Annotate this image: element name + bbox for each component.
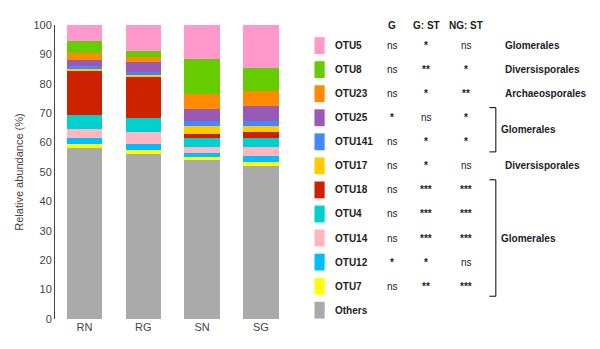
svg-text:ns: ns <box>461 160 472 171</box>
svg-text:ns: ns <box>387 64 398 75</box>
svg-text:60: 60 <box>40 136 52 148</box>
svg-text:ns: ns <box>461 40 472 51</box>
svg-text:OTU5: OTU5 <box>335 40 362 51</box>
svg-text:ns: ns <box>387 184 398 195</box>
svg-text:Relative abundance (%): Relative abundance (%) <box>13 113 25 230</box>
svg-text:OTU14: OTU14 <box>335 233 368 244</box>
svg-text:*: * <box>424 136 428 147</box>
svg-text:OTU18: OTU18 <box>335 184 368 195</box>
svg-text:G: ST: G: ST <box>413 20 440 31</box>
svg-text:SG: SG <box>253 321 269 333</box>
svg-text:*: * <box>464 112 468 123</box>
svg-text:***: *** <box>460 281 472 292</box>
svg-text:ns: ns <box>387 136 398 147</box>
svg-text:Glomerales: Glomerales <box>501 233 556 244</box>
svg-text:RG: RG <box>135 321 152 333</box>
svg-text:Diversisporales: Diversisporales <box>505 160 580 171</box>
svg-text:OTU141: OTU141 <box>335 136 373 147</box>
svg-text:Glomerales: Glomerales <box>505 40 560 51</box>
svg-text:*: * <box>464 136 468 147</box>
svg-text:*: * <box>424 257 428 268</box>
svg-text:ns: ns <box>387 233 398 244</box>
svg-text:***: *** <box>420 233 432 244</box>
svg-text:**: ** <box>422 281 430 292</box>
svg-text:ns: ns <box>387 281 398 292</box>
svg-text:ns: ns <box>387 40 398 51</box>
svg-text:80: 80 <box>40 78 52 90</box>
svg-text:40: 40 <box>40 195 52 207</box>
svg-text:20: 20 <box>40 254 52 266</box>
svg-text:RN: RN <box>76 321 92 333</box>
svg-text:OTU23: OTU23 <box>335 88 368 99</box>
svg-text:***: *** <box>420 184 432 195</box>
svg-text:*: * <box>390 112 394 123</box>
svg-text:***: *** <box>460 233 472 244</box>
svg-text:*: * <box>464 64 468 75</box>
svg-text:Diversisporales: Diversisporales <box>505 64 580 75</box>
svg-text:***: *** <box>460 184 472 195</box>
svg-text:ns: ns <box>421 112 432 123</box>
svg-text:ns: ns <box>387 208 398 219</box>
svg-text:ns: ns <box>461 257 472 268</box>
svg-text:*: * <box>424 40 428 51</box>
svg-text:OTU4: OTU4 <box>335 208 362 219</box>
svg-text:*: * <box>424 160 428 171</box>
svg-text:*: * <box>390 257 394 268</box>
svg-text:*: * <box>424 88 428 99</box>
svg-text:***: *** <box>460 208 472 219</box>
svg-text:30: 30 <box>40 225 52 237</box>
svg-text:**: ** <box>462 88 470 99</box>
svg-text:70: 70 <box>40 107 52 119</box>
svg-text:Archaeosporales: Archaeosporales <box>505 88 587 99</box>
svg-text:OTU25: OTU25 <box>335 112 368 123</box>
svg-text:OTU8: OTU8 <box>335 64 362 75</box>
svg-text:Others: Others <box>335 305 368 316</box>
svg-text:G: G <box>388 20 396 31</box>
svg-text:OTU12: OTU12 <box>335 257 368 268</box>
svg-text:ns: ns <box>387 88 398 99</box>
svg-text:50: 50 <box>40 166 52 178</box>
svg-text:Glomerales: Glomerales <box>501 124 556 135</box>
svg-text:ns: ns <box>387 160 398 171</box>
svg-text:***: *** <box>420 208 432 219</box>
svg-text:OTU17: OTU17 <box>335 160 368 171</box>
svg-text:10: 10 <box>40 283 52 295</box>
svg-text:**: ** <box>422 64 430 75</box>
svg-text:90: 90 <box>40 48 52 60</box>
svg-text:NG: ST: NG: ST <box>449 20 483 31</box>
svg-text:100: 100 <box>33 19 51 31</box>
svg-text:OTU7: OTU7 <box>335 281 362 292</box>
svg-text:0: 0 <box>46 313 52 325</box>
svg-text:SN: SN <box>194 321 209 333</box>
